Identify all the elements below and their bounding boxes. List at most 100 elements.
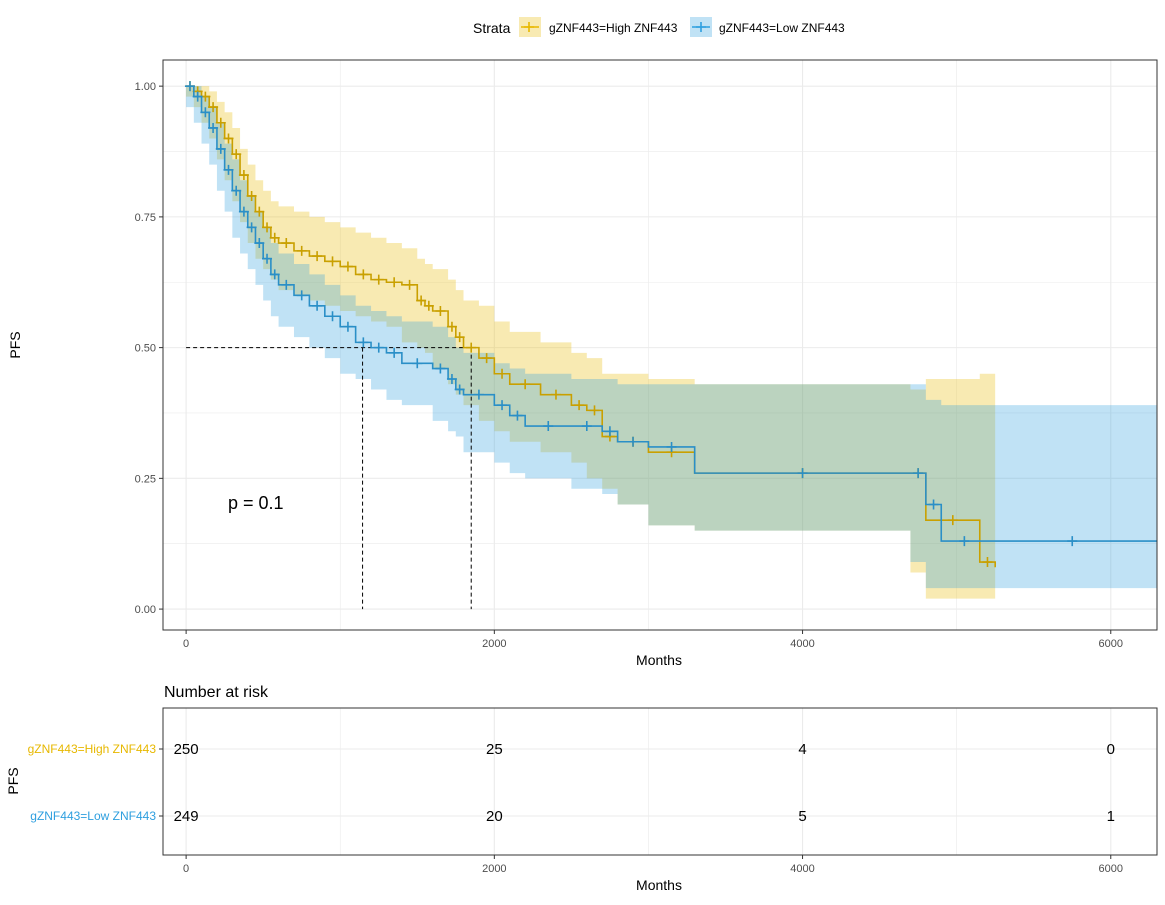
censor-mark-high (589, 405, 600, 416)
risk-table-gridlines (163, 708, 1157, 855)
risk-count-low: 20 (486, 808, 503, 825)
y-tick-label: 0.00 (135, 604, 156, 616)
censor-mark-low (208, 122, 219, 133)
censor-mark-low (797, 468, 808, 479)
censor-mark-low (262, 253, 273, 264)
censor-mark-high (254, 206, 265, 217)
censor-mark-high (423, 300, 434, 311)
risk-count-high: 250 (174, 741, 199, 758)
legend-title: Strata (473, 20, 511, 36)
censor-mark-high (947, 515, 958, 526)
legend-label-high: gZNF443=High ZNF443 (549, 21, 678, 35)
risk-x-tick-label: 0 (183, 863, 189, 875)
censor-mark-low (223, 164, 234, 175)
p-value-annotation: p = 0.1 (228, 493, 284, 513)
censor-mark-low (454, 384, 465, 395)
censor-mark-high (520, 379, 531, 390)
risk-table: Number at risk 250 25 4 0 249 20 5 1 gZNF443=Hi… (5, 684, 1158, 893)
censor-mark-high (550, 389, 561, 400)
risk-count-high: 25 (486, 741, 503, 758)
main-x-axis-label: Months (636, 652, 682, 668)
main-y-axis-label: PFS (7, 331, 23, 358)
censor-mark-low (373, 342, 384, 353)
median-lines (186, 347, 472, 610)
censor-mark-high (574, 400, 585, 411)
risk-x-tick-label: 4000 (790, 863, 814, 875)
y-tick-label: 0.75 (135, 212, 156, 224)
censor-mark-high (231, 149, 242, 160)
censor-mark-high (296, 245, 307, 256)
censor-mark-high (223, 133, 234, 144)
censor-mark-low (628, 436, 639, 447)
censor-mark-high (246, 190, 257, 201)
risk-x-axis-ticks: 0 2000 4000 6000 (183, 855, 1123, 875)
censor-mark-low (246, 222, 257, 233)
censor-mark-high (215, 117, 226, 128)
censor-mark-low (959, 536, 970, 547)
survival-curve-low (186, 85, 1157, 542)
censor-mark-low (215, 143, 226, 154)
risk-table-border (162, 707, 1158, 856)
risk-count-low: 1 (1107, 808, 1115, 825)
censor-mark-low (254, 238, 265, 249)
censor-mark-low (200, 107, 211, 118)
censor-mark-low (913, 468, 924, 479)
censor-mark-high (327, 256, 338, 267)
censor-mark-high (238, 170, 249, 181)
ci-band-low (186, 86, 1157, 589)
legend-key-low-cross-icon (696, 22, 706, 32)
risk-count-low: 5 (798, 808, 806, 825)
risk-table-row-labels: gZNF443=High ZNF443 gZNF443=Low ZNF443 (28, 742, 163, 823)
censor-mark-low (312, 300, 323, 311)
censor-mark-high (262, 222, 273, 233)
legend: Strata gZNF443=High ZNF443 gZNF443=Low Z… (473, 17, 845, 37)
risk-table-title: Number at risk (164, 684, 269, 701)
risk-row-label-high: gZNF443=High ZNF443 (28, 742, 157, 756)
censor-mark-low (238, 206, 249, 217)
censor-mark-low (512, 410, 523, 421)
censor-mark-low (446, 373, 457, 384)
censor-mark-high (373, 274, 384, 285)
confidence-bands (186, 86, 1157, 599)
risk-y-axis-label: PFS (5, 767, 21, 794)
censor-mark-low (296, 290, 307, 301)
main-gridlines (163, 60, 1157, 630)
censor-mark-low (342, 321, 353, 332)
y-tick-label: 0.50 (135, 343, 156, 355)
risk-count-low: 249 (174, 808, 199, 825)
ci-band-high (186, 86, 996, 599)
censor-mark-low (281, 279, 292, 290)
risk-x-axis-label: Months (636, 877, 682, 893)
censor-mark-high (416, 295, 427, 306)
risk-count-high: 4 (798, 741, 806, 758)
censor-mark-high (481, 353, 492, 364)
censor-mark-low (1067, 536, 1078, 547)
legend-item-low: gZNF443=Low ZNF443 (690, 17, 845, 37)
km-plot: 0.00 0.25 0.50 0.75 1.00 0 2000 4000 6000 p = 0… (7, 59, 1158, 668)
censor-mark-low (192, 91, 203, 102)
y-tick-label: 0.25 (135, 473, 156, 485)
censor-mark-low (473, 389, 484, 400)
censor-mark-low (327, 311, 338, 322)
x-tick-label: 2000 (482, 638, 506, 650)
censor-mark-low (269, 269, 280, 280)
y-axis-ticks: 0.00 0.25 0.50 0.75 1.00 (135, 81, 163, 616)
main-panel-border (162, 59, 1158, 631)
censor-mark-low (412, 358, 423, 369)
censor-mark-low (543, 421, 554, 432)
censor-mark-high (435, 306, 446, 317)
censor-mark-low (928, 499, 939, 510)
censor-mark-high (281, 238, 292, 249)
censor-mark-high (208, 102, 219, 113)
censor-mark-high (312, 251, 323, 262)
censor-mark-low (604, 426, 615, 437)
x-tick-label: 0 (183, 638, 189, 650)
censor-mark-high (342, 261, 353, 272)
censor-mark-low (184, 81, 195, 92)
censor-mark-high (454, 332, 465, 343)
censor-mark-low (497, 400, 508, 411)
risk-x-tick-label: 6000 (1099, 863, 1123, 875)
censor-mark-high (269, 232, 280, 243)
censor-mark-high (497, 368, 508, 379)
censor-mark-low (389, 347, 400, 358)
